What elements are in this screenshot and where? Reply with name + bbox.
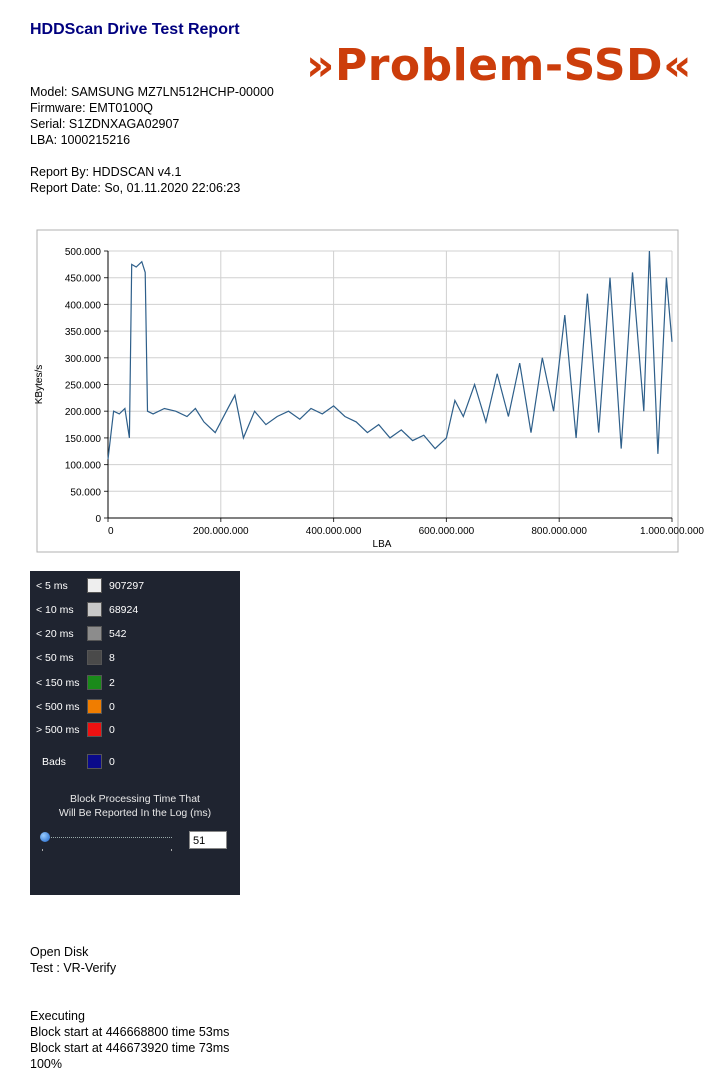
log-line: Executing bbox=[30, 1009, 85, 1023]
log-line: Test : VR-Verify bbox=[30, 961, 117, 975]
latency-label: < 20 ms bbox=[36, 628, 74, 640]
log-line: Open Disk bbox=[30, 945, 89, 959]
y-tick-label: 350.000 bbox=[65, 327, 102, 338]
x-axis-label: LBA bbox=[373, 539, 392, 550]
y-tick-label: 250.000 bbox=[65, 381, 102, 392]
y-tick-label: 500.000 bbox=[65, 247, 102, 258]
model-line: Model: SAMSUNG MZ7LN512HCHP-00000 bbox=[30, 85, 274, 99]
bads-label: Bads bbox=[42, 756, 66, 768]
log-line: Block start at 446673920 time 73ms bbox=[30, 1041, 230, 1055]
latency-label: < 5 ms bbox=[36, 580, 68, 592]
lba-line: LBA: 1000215216 bbox=[30, 133, 131, 147]
transfer-rate-line bbox=[107, 250, 673, 460]
latency-swatch bbox=[87, 650, 102, 665]
latency-row: < 150 ms 2 bbox=[30, 675, 240, 693]
y-tick-label: 50.000 bbox=[70, 487, 101, 498]
threshold-slider-track[interactable] bbox=[42, 837, 172, 839]
threshold-input[interactable]: 51 bbox=[189, 831, 227, 849]
log-exec: Executing Block start at 446668800 time … bbox=[30, 1008, 229, 1072]
y-axis-label: KBytes/s bbox=[34, 365, 45, 404]
latency-count: 542 bbox=[109, 628, 127, 640]
latency-count: 0 bbox=[109, 724, 115, 736]
y-tick-label: 200.000 bbox=[65, 407, 102, 418]
caption-line-2: Will Be Reported In the Log (ms) bbox=[58, 807, 212, 819]
latency-count: 907297 bbox=[109, 580, 145, 592]
latency-label: < 10 ms bbox=[36, 604, 74, 616]
block-time-caption: Block Processing Time That Will Be Repor… bbox=[30, 792, 240, 820]
slider-ticks bbox=[42, 849, 172, 851]
y-tick-label: 0 bbox=[95, 514, 101, 525]
latency-swatch bbox=[87, 626, 102, 641]
latency-label: > 500 ms bbox=[36, 724, 80, 736]
bads-swatch bbox=[87, 754, 102, 769]
problem-badge: »Problem-SSD« bbox=[306, 40, 692, 91]
y-tick-label: 450.000 bbox=[65, 274, 102, 285]
chart-frame bbox=[36, 229, 679, 553]
y-tick-label: 300.000 bbox=[65, 354, 102, 365]
x-tick-label: 600.000.000 bbox=[419, 526, 475, 537]
transfer-rate-chart: 0 50.000 100.000 150.000 200.000 250.000 300.0… bbox=[34, 229, 704, 553]
caption-line-1: Block Processing Time That bbox=[70, 793, 200, 805]
x-tick-label: 200.000.000 bbox=[193, 526, 249, 537]
drive-info: Model: SAMSUNG MZ7LN512HCHP-00000 Firmwa… bbox=[30, 84, 274, 148]
latency-row: < 20 ms 542 bbox=[30, 626, 240, 644]
latency-swatch bbox=[87, 699, 102, 714]
serial-line: Serial: S1ZDNXAGA02907 bbox=[30, 117, 180, 131]
threshold-slider-handle[interactable] bbox=[40, 832, 50, 842]
log-line: Block start at 446668800 time 53ms bbox=[30, 1025, 230, 1039]
log-line: 100% bbox=[30, 1057, 62, 1071]
latency-row: > 500 ms 0 bbox=[30, 722, 240, 740]
latency-row: < 5 ms 907297 bbox=[30, 578, 240, 596]
latency-swatch bbox=[87, 578, 102, 593]
latency-count: 2 bbox=[109, 677, 115, 689]
latency-row: < 500 ms 0 bbox=[30, 699, 240, 717]
report-date-line: Report Date: So, 01.11.2020 22:06:23 bbox=[30, 181, 241, 195]
latency-swatch bbox=[87, 722, 102, 737]
latency-label: < 500 ms bbox=[36, 701, 80, 713]
latency-count: 0 bbox=[109, 701, 115, 713]
latency-label: < 50 ms bbox=[36, 652, 74, 664]
latency-count: 68924 bbox=[109, 604, 139, 616]
x-tick-label: 1.000.000.000 bbox=[640, 526, 704, 537]
log-open: Open Disk Test : VR-Verify bbox=[30, 944, 116, 976]
x-tick-label: 400.000.000 bbox=[306, 526, 362, 537]
latency-panel: < 5 ms 907297 < 10 ms 68924 < 20 ms 542 < 50 m… bbox=[30, 571, 240, 895]
firmware-line: Firmware: EMT0100Q bbox=[30, 101, 153, 115]
bads-row: Bads 0 bbox=[30, 754, 240, 772]
bads-count: 0 bbox=[109, 756, 115, 768]
latency-row: < 50 ms 8 bbox=[30, 650, 240, 668]
latency-row: < 10 ms 68924 bbox=[30, 602, 240, 620]
latency-swatch bbox=[87, 602, 102, 617]
latency-label: < 150 ms bbox=[36, 677, 80, 689]
y-tick-label: 150.000 bbox=[65, 434, 102, 445]
report-meta: Report By: HDDSCAN v4.1 Report Date: So,… bbox=[30, 164, 240, 196]
latency-count: 8 bbox=[109, 652, 115, 664]
x-tick-label: 0 bbox=[108, 526, 114, 537]
x-tick-label: 800.000.000 bbox=[531, 526, 587, 537]
y-tick-label: 100.000 bbox=[65, 461, 102, 472]
y-tick-label: 400.000 bbox=[65, 300, 102, 311]
latency-swatch bbox=[87, 675, 102, 690]
report-title: HDDScan Drive Test Report bbox=[30, 21, 240, 38]
report-by-line: Report By: HDDSCAN v4.1 bbox=[30, 165, 182, 179]
